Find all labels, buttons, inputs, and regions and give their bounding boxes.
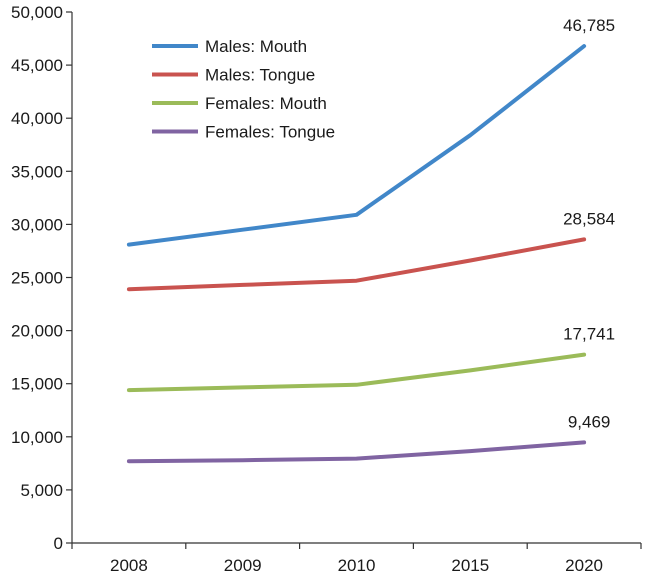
legend-label: Males: Tongue	[205, 66, 315, 85]
y-tick-label: 10,000	[11, 428, 63, 447]
y-tick-label: 25,000	[11, 269, 63, 288]
y-tick-label: 20,000	[11, 322, 63, 341]
series-line-2	[126, 237, 587, 292]
series-lines	[126, 44, 587, 464]
x-tick-label: 2010	[338, 556, 376, 575]
y-tick-label: 30,000	[11, 215, 63, 234]
y-tick-label: 5,000	[20, 481, 63, 500]
x-tick-label: 2020	[565, 556, 603, 575]
series-line-4	[126, 440, 587, 464]
y-tick-label: 50,000	[11, 3, 63, 22]
legend: Males: Mouth Males: Tongue Females: Mouth F…	[152, 37, 335, 142]
data-label: 9,469	[568, 412, 611, 431]
x-tick-label: 2015	[451, 556, 489, 575]
data-label: 17,741	[563, 325, 615, 344]
x-tick-label: 2009	[224, 556, 262, 575]
y-tick-label: 45,000	[11, 56, 63, 75]
data-labels: 46,785 28,584 17,741 9,469	[563, 16, 615, 431]
y-tick-label: 15,000	[11, 375, 63, 394]
legend-label: Males: Mouth	[205, 37, 307, 56]
legend-label: Females: Tongue	[205, 123, 335, 142]
data-label: 28,584	[563, 209, 615, 228]
y-tick-label: 35,000	[11, 162, 63, 181]
y-tick-label: 40,000	[11, 109, 63, 128]
series-line-3	[126, 352, 587, 393]
x-tick-label: 2008	[110, 556, 148, 575]
series-line-1	[126, 44, 587, 247]
legend-label: Females: Mouth	[205, 94, 327, 113]
axes: 0 5,000 10,000 15,000 20,000 25,000 30,000 35,0…	[11, 3, 642, 575]
y-tick-label: 0	[54, 534, 63, 553]
data-label: 46,785	[563, 16, 615, 35]
